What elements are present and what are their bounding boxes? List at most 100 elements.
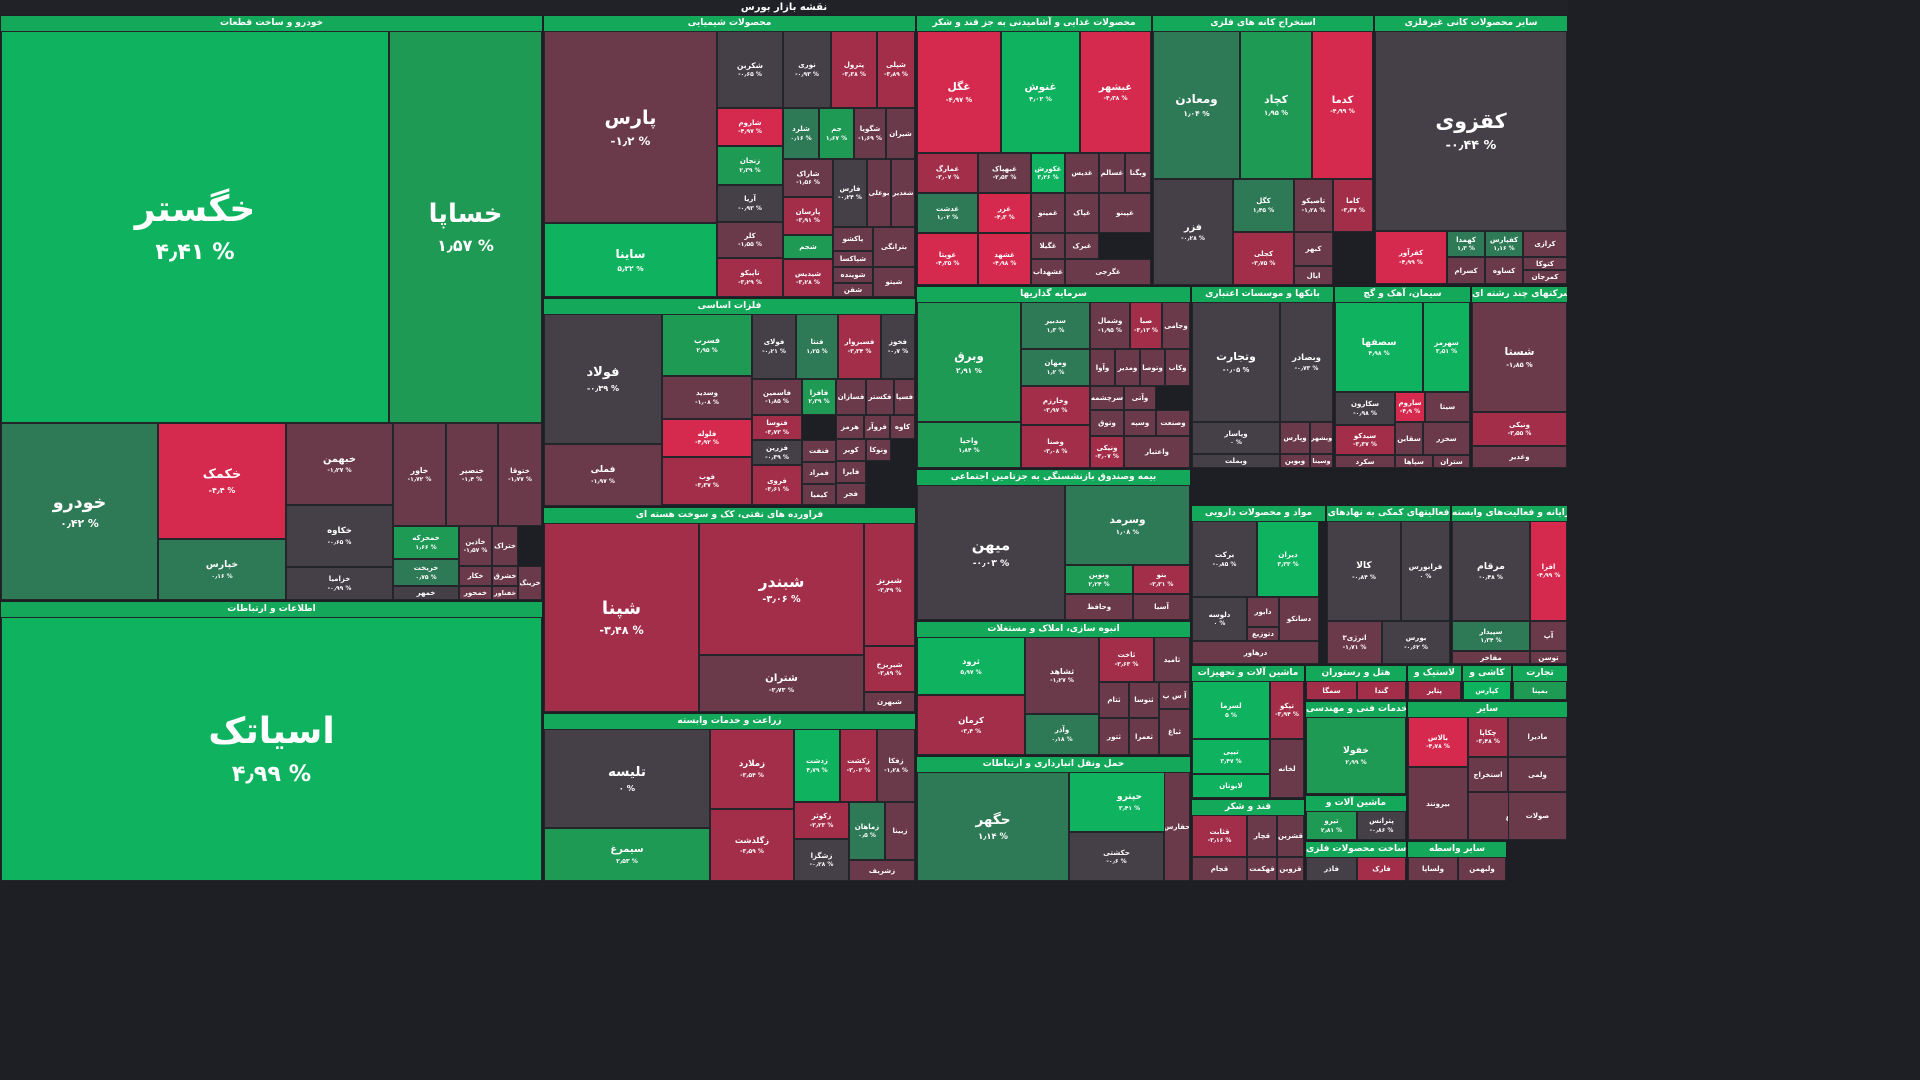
tile-وبصادر[interactable]: وبصادر -۰٫۷۳ %	[1280, 302, 1333, 422]
tile-آسیا[interactable]: آسیا	[1133, 594, 1190, 620]
tile-ونوکا[interactable]: ونوکا	[866, 439, 891, 461]
tile-شغدیر[interactable]: شغدیر	[891, 159, 915, 227]
tile-حفارس[interactable]: حفارس	[1164, 772, 1190, 881]
tile-مرقام[interactable]: مرقام -۰٫۴۸ %	[1452, 521, 1530, 621]
tile-ثتور[interactable]: ثتور	[1099, 718, 1129, 755]
tile-کالا[interactable]: کالا -۰٫۸۴ %	[1327, 521, 1401, 621]
tile-ونیکی[interactable]: ونیکی -۳٫۰۷ %	[1090, 436, 1124, 468]
tile-فجر[interactable]: فجر	[836, 483, 866, 505]
tile-کهمدا[interactable]: کهمدا ۱٫۳ %	[1447, 231, 1485, 257]
tile-انرژی۳[interactable]: انرژی۳ -۱٫۷۱ %	[1327, 621, 1382, 664]
tile-وبوین[interactable]: وبوین	[1280, 454, 1310, 468]
tile-کفپارس[interactable]: کفپارس ۱٫۱۶ %	[1485, 231, 1523, 257]
tile-فخوز[interactable]: فخوز -۰٫۷ %	[881, 314, 915, 379]
tile-شگویا[interactable]: شگویا -۱٫۶۹ %	[854, 108, 886, 159]
tile-خبهمن[interactable]: خبهمن -۱٫۲۷ %	[286, 423, 393, 505]
tile-خشرق[interactable]: خشرق	[492, 566, 518, 586]
tile-تپکو[interactable]: تپکو -۳٫۹۴ %	[1270, 681, 1304, 739]
tile-ثعمرا[interactable]: ثعمرا	[1129, 718, 1159, 755]
tile-فوب[interactable]: فوب -۳٫۳۷ %	[662, 457, 752, 505]
tile-بالاس[interactable]: بالاس -۴٫۷۸ %	[1408, 717, 1468, 767]
tile-وسینا[interactable]: وسینا	[1310, 454, 1333, 468]
tile-حکشتی[interactable]: حکشتی -۰٫۶ %	[1069, 832, 1164, 881]
tile-سصفها[interactable]: سصفها ۴٫۹۸ %	[1335, 302, 1423, 392]
tile-غدشت[interactable]: غدشت ۱٫۰۲ %	[917, 193, 978, 233]
tile-چکاپا[interactable]: چکاپا -۳٫۴۸ %	[1468, 717, 1508, 757]
tile-لخانه[interactable]: لخانه	[1270, 739, 1304, 798]
tile-زدشت[interactable]: زدشت ۴٫۷۹ %	[794, 729, 840, 802]
tile-کساوه[interactable]: کساوه	[1485, 257, 1523, 284]
tile-شکربن[interactable]: شکربن -۰٫۶۵ %	[717, 31, 783, 108]
tile-خریخت[interactable]: خریخت ۰٫۷۵ %	[393, 559, 459, 586]
tile-وسدید[interactable]: وسدید -۱٫۰۸ %	[662, 376, 752, 419]
tile-خمحرکه[interactable]: خمحرکه ۱٫۶۶ %	[393, 526, 459, 559]
tile-تاپیکو[interactable]: تاپیکو -۳٫۲۹ %	[717, 258, 783, 297]
tile-کچاد[interactable]: کچاد ۱٫۹۵ %	[1240, 31, 1312, 179]
tile-وغدیر[interactable]: وغدیر	[1472, 446, 1567, 468]
tile-شیران[interactable]: شیران	[886, 108, 915, 159]
tile-واحیا[interactable]: واحیا ۱٫۸۴ %	[917, 422, 1021, 468]
tile-وتوق[interactable]: وتوق	[1090, 410, 1124, 436]
tile-شاراک[interactable]: شاراک -۱٫۵۶ %	[783, 159, 833, 197]
tile-غدیس[interactable]: غدیس	[1065, 153, 1099, 193]
tile-شبریز[interactable]: شبریز -۳٫۴۹ %	[864, 523, 915, 646]
tile-ثتام[interactable]: ثتام	[1099, 682, 1129, 718]
tile-سقاین[interactable]: سقاین	[1395, 422, 1423, 455]
tile-خودرو[interactable]: خودرو ۰٫۴۲ %	[1, 423, 158, 600]
tile-زبینا[interactable]: زبینا	[885, 802, 915, 860]
tile-دتوزیع[interactable]: دتوزیع	[1247, 627, 1279, 641]
tile-فسبزوار[interactable]: فسبزوار -۳٫۳۴ %	[838, 314, 881, 379]
tile-فرابورس[interactable]: فرابورس ۰ %	[1401, 521, 1450, 621]
tile-سکارون[interactable]: سکارون -۰٫۹۸ %	[1335, 392, 1395, 425]
tile-خفناور[interactable]: خفناور	[492, 586, 518, 600]
tile-فارس[interactable]: فارس -۰٫۲۴ %	[833, 159, 867, 227]
tile-پارس[interactable]: پارس -۱٫۲ %	[544, 31, 717, 223]
tile-زشریف[interactable]: زشریف	[849, 860, 915, 881]
tile-سهرمز[interactable]: سهرمز ۳٫۵۱ %	[1423, 302, 1470, 392]
tile-غنوش[interactable]: غنوش ۴٫۰۲ %	[1001, 31, 1080, 153]
tile-غگل[interactable]: غگل -۴٫۹۷ %	[917, 31, 1001, 153]
tile-قچار[interactable]: قچار	[1247, 815, 1277, 857]
tile-کیمیا[interactable]: کیمیا	[802, 484, 836, 505]
tile-اسیاتک[interactable]: اسیاتک ۴٫۹۹ %	[1, 617, 542, 881]
tile-وکاب[interactable]: وکاب	[1165, 349, 1190, 386]
tile-آپ[interactable]: آپ	[1530, 621, 1567, 651]
tile-پترانس[interactable]: پترانس -۰٫۸۶ %	[1357, 811, 1406, 840]
tile-وآتی[interactable]: وآتی	[1124, 386, 1156, 410]
tile-استخراج[interactable]: استخراج	[1468, 757, 1508, 792]
tile-فنتا[interactable]: فنتا ۱٫۲۵ %	[796, 314, 838, 379]
tile-بنو[interactable]: بنو -۳٫۳۱ %	[1133, 565, 1190, 594]
tile-غزر[interactable]: غزر -۴٫۳ %	[978, 193, 1031, 233]
tile-بوعلی[interactable]: بوعلی	[867, 159, 891, 227]
tile-کپارس[interactable]: کپارس	[1463, 681, 1511, 700]
tile-کلر[interactable]: کلر -۱٫۵۵ %	[717, 222, 783, 258]
tile-خرینگ[interactable]: خرینگ	[518, 566, 542, 600]
tile-وخارزم[interactable]: وخارزم -۳٫۹۷ %	[1021, 386, 1090, 425]
tile-وبگنا[interactable]: وبگنا	[1125, 153, 1151, 193]
tile-بورس[interactable]: بورس -۰٫۶۲ %	[1382, 621, 1450, 664]
tile-ثرود[interactable]: ثرود ۵٫۹۷ %	[917, 637, 1025, 695]
tile-غپینو[interactable]: غپینو	[1099, 193, 1151, 233]
tile-آ س پ[interactable]: آ س پ	[1159, 682, 1190, 709]
tile-درهاور[interactable]: درهاور	[1192, 641, 1319, 664]
tile-کمرجان[interactable]: کمرجان	[1523, 270, 1567, 284]
tile-کجلی[interactable]: کجلی -۳٫۷۵ %	[1233, 232, 1294, 285]
tile-آریا[interactable]: آریا -۰٫۹۳ %	[717, 185, 783, 222]
tile-ثشاهد[interactable]: ثشاهد -۱٫۲۷ %	[1025, 637, 1099, 714]
tile-پارسان[interactable]: پارسان -۳٫۹۱ %	[783, 197, 833, 235]
tile-ولساپا[interactable]: ولساپا	[1408, 857, 1458, 881]
tile-وآوا[interactable]: وآوا	[1090, 349, 1115, 386]
tile-شجم[interactable]: شجم	[783, 235, 833, 259]
tile-سیمرغ[interactable]: سیمرغ ۲٫۵۳ %	[544, 828, 710, 881]
tile-کدما[interactable]: کدما -۴٫۹۹ %	[1312, 31, 1373, 179]
tile-وپاسار[interactable]: وپاسار ۰ %	[1192, 422, 1280, 454]
tile-ومعادن[interactable]: ومعادن ۱٫۰۴ %	[1153, 31, 1240, 179]
tile-بیرونند[interactable]: بیرونند	[1408, 767, 1468, 840]
tile-غسالم[interactable]: غسالم	[1099, 153, 1125, 193]
tile-فولای[interactable]: فولای -۰٫۲۱ %	[752, 314, 796, 379]
tile-واعتبار[interactable]: واعتبار	[1124, 436, 1190, 468]
tile-نوری[interactable]: نوری -۰٫۹۳ %	[783, 31, 831, 108]
tile-زملارد[interactable]: زملارد -۳٫۵۴ %	[710, 729, 794, 809]
tile-وشمال[interactable]: وشمال -۱٫۹۵ %	[1090, 302, 1130, 349]
tile-دیران[interactable]: دیران ۳٫۳۳ %	[1257, 521, 1319, 597]
